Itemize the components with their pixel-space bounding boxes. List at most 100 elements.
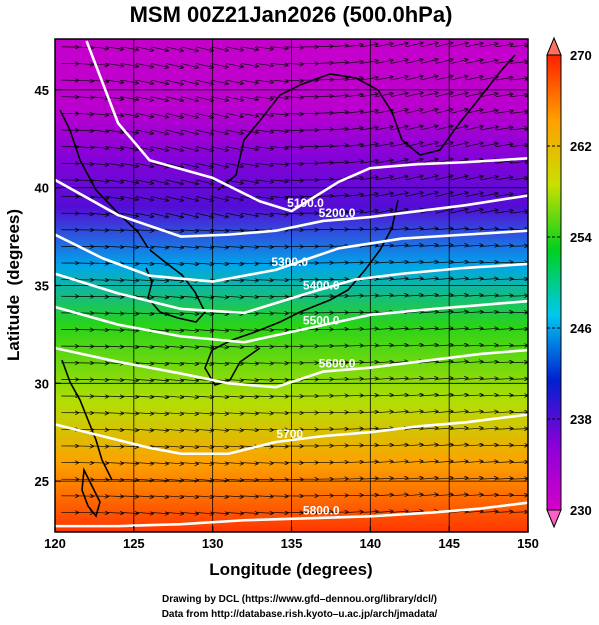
wind-vector xyxy=(510,178,528,180)
wind-vector xyxy=(390,76,408,81)
wind-vector xyxy=(196,146,213,151)
contour-line xyxy=(55,262,528,315)
wind-vector xyxy=(420,428,438,429)
wind-vector xyxy=(270,80,288,82)
wind-vector xyxy=(345,512,363,513)
wind-vector xyxy=(106,463,123,464)
wind-vector xyxy=(196,46,213,51)
wind-vector xyxy=(211,512,228,513)
wind-vector xyxy=(106,162,123,166)
wind-vector xyxy=(225,129,243,133)
colorbar-tick-label: 246 xyxy=(570,321,592,336)
wind-vector xyxy=(241,379,258,380)
wind-vector xyxy=(420,378,438,379)
wind-vector xyxy=(241,413,258,414)
wind-vector xyxy=(211,63,228,67)
wind-vector xyxy=(420,262,438,263)
wind-vector xyxy=(285,113,303,114)
contour-label: 5700 xyxy=(276,427,303,441)
wind-vector xyxy=(136,479,153,480)
wind-vector xyxy=(196,113,213,117)
wind-vector xyxy=(136,46,153,51)
wind-vector xyxy=(510,362,528,363)
wind-vector xyxy=(226,330,243,331)
wind-vector xyxy=(106,496,123,497)
wind-vector xyxy=(211,196,228,200)
wind-vector xyxy=(181,146,198,151)
wind-vector xyxy=(405,76,423,81)
wind-vector xyxy=(151,346,168,347)
wind-vector xyxy=(405,445,423,446)
wind-vector xyxy=(375,478,393,479)
wind-vector xyxy=(285,180,303,181)
wind-vector xyxy=(405,262,423,263)
wind-vector xyxy=(480,345,498,346)
wind-vector xyxy=(450,511,468,512)
wind-vector xyxy=(345,345,363,346)
credit-line-1: Drawing by DCL (https://www.gfd–dennou.o… xyxy=(161,594,437,605)
wind-vector xyxy=(360,229,378,230)
wind-vector xyxy=(435,76,453,81)
wind-vector xyxy=(211,263,228,264)
wind-vector xyxy=(121,280,138,281)
wind-vector xyxy=(255,196,273,198)
wind-vector xyxy=(420,494,438,495)
wind-vector xyxy=(510,246,528,247)
wind-vector xyxy=(241,479,258,480)
wind-vector xyxy=(480,93,498,98)
wind-vector xyxy=(225,179,243,183)
wind-vector xyxy=(91,396,108,397)
wind-vector xyxy=(121,479,138,480)
wind-vector xyxy=(405,176,423,181)
wind-vector xyxy=(225,162,243,166)
wind-vector xyxy=(495,329,513,330)
wind-vector xyxy=(256,396,273,397)
wind-vector xyxy=(240,146,258,150)
wind-vector xyxy=(91,80,108,82)
wind-vector xyxy=(136,196,153,200)
wind-vector xyxy=(121,463,138,464)
wind-vector xyxy=(91,413,108,414)
wind-vector xyxy=(495,111,513,114)
wind-vector xyxy=(225,63,243,66)
wind-vector xyxy=(345,462,363,463)
wind-vector xyxy=(166,46,183,51)
wind-vector xyxy=(435,262,453,263)
wind-vector xyxy=(375,43,393,48)
wind-vector xyxy=(345,45,363,48)
wind-vector xyxy=(121,330,138,331)
wind-vector xyxy=(136,296,153,297)
wind-vector xyxy=(345,395,363,396)
wind-vector xyxy=(375,110,393,114)
wind-vector xyxy=(450,445,468,446)
wind-vector xyxy=(106,146,123,150)
x-axis: 120 125 130 135 140 145 150 xyxy=(44,526,539,551)
wind-vector xyxy=(76,163,93,164)
wind-vector xyxy=(465,93,483,98)
wind-vector xyxy=(420,445,438,446)
wind-vector xyxy=(345,144,363,147)
wind-vector xyxy=(196,496,213,497)
wind-vector xyxy=(226,296,243,297)
wind-vector xyxy=(136,162,153,167)
wind-vector xyxy=(256,330,273,331)
wind-vector xyxy=(121,429,138,430)
wind-vector xyxy=(181,263,198,264)
wind-vector xyxy=(390,362,408,363)
wind-vector xyxy=(405,461,423,462)
wind-vector xyxy=(495,412,513,413)
wind-vector xyxy=(315,113,333,114)
wind-vector xyxy=(136,413,153,414)
wind-vector xyxy=(181,162,198,167)
wind-vector xyxy=(360,412,378,413)
wind-vector xyxy=(345,111,363,114)
wind-vector xyxy=(241,246,258,247)
wind-vector xyxy=(196,396,213,397)
wind-vector xyxy=(240,96,258,100)
wind-vector xyxy=(241,280,258,281)
wind-vector xyxy=(270,479,288,480)
wind-vector xyxy=(226,346,243,347)
wind-vector xyxy=(241,330,258,331)
wind-vector xyxy=(136,379,153,380)
wind-vector xyxy=(211,446,228,447)
